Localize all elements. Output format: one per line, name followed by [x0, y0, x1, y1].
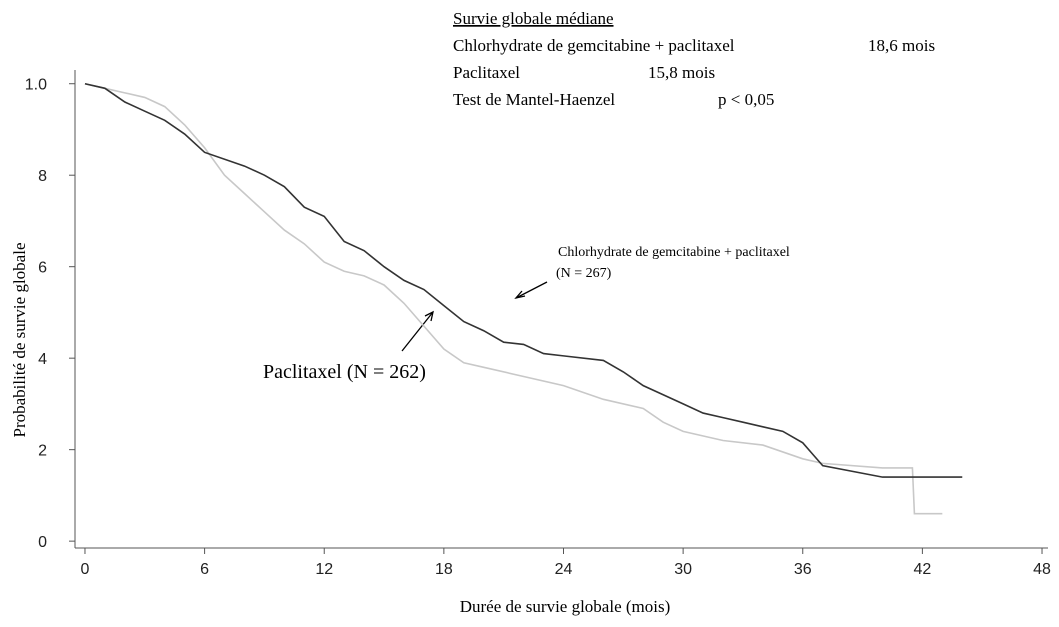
y-tick-label: 1.0 — [25, 77, 47, 94]
y-axis-label: Probabilité de survie globale — [10, 243, 29, 438]
x-tick-label: 30 — [674, 561, 692, 578]
arrow-head — [424, 310, 434, 322]
summary-label: Chlorhydrate de gemcitabine + paclitaxel — [453, 36, 735, 55]
summary-title: Survie globale médiane — [453, 9, 614, 28]
arrows — [401, 281, 548, 352]
summary-value: 18,6 mois — [868, 36, 935, 55]
x-tick-label: 24 — [555, 561, 573, 578]
y-tick-label: 4 — [38, 351, 47, 368]
summary-value: p < 0,05 — [718, 90, 774, 109]
x-tick-label: 12 — [315, 561, 333, 578]
arrow — [515, 281, 548, 299]
arrow — [401, 311, 434, 352]
summary-label: Paclitaxel — [453, 63, 520, 82]
survival-curve — [84, 82, 963, 478]
summary-value: 15,8 mois — [648, 63, 715, 82]
series-label: Chlorhydrate de gemcitabine + paclitaxel — [558, 245, 790, 260]
x-tick-label: 6 — [200, 561, 209, 578]
y-tick-label: 0 — [38, 534, 47, 551]
series-label: Paclitaxel (N = 262) — [263, 361, 426, 383]
x-tick-label: 42 — [913, 561, 931, 578]
x-tick-label: 48 — [1033, 561, 1051, 578]
x-tick-label: 36 — [794, 561, 812, 578]
x-axis-label: Durée de survie globale (mois) — [460, 597, 671, 616]
y-tick-label: 6 — [38, 260, 47, 277]
y-tick-label: 2 — [38, 443, 47, 460]
arrow-head — [514, 290, 526, 300]
y-tick-label: 8 — [38, 168, 47, 185]
survival-curve — [84, 82, 943, 515]
x-tick-label: 0 — [81, 561, 90, 578]
series-note: (N = 267) — [556, 266, 612, 281]
x-tick-label: 18 — [435, 561, 453, 578]
summary-label: Test de Mantel-Haenzel — [453, 90, 615, 109]
